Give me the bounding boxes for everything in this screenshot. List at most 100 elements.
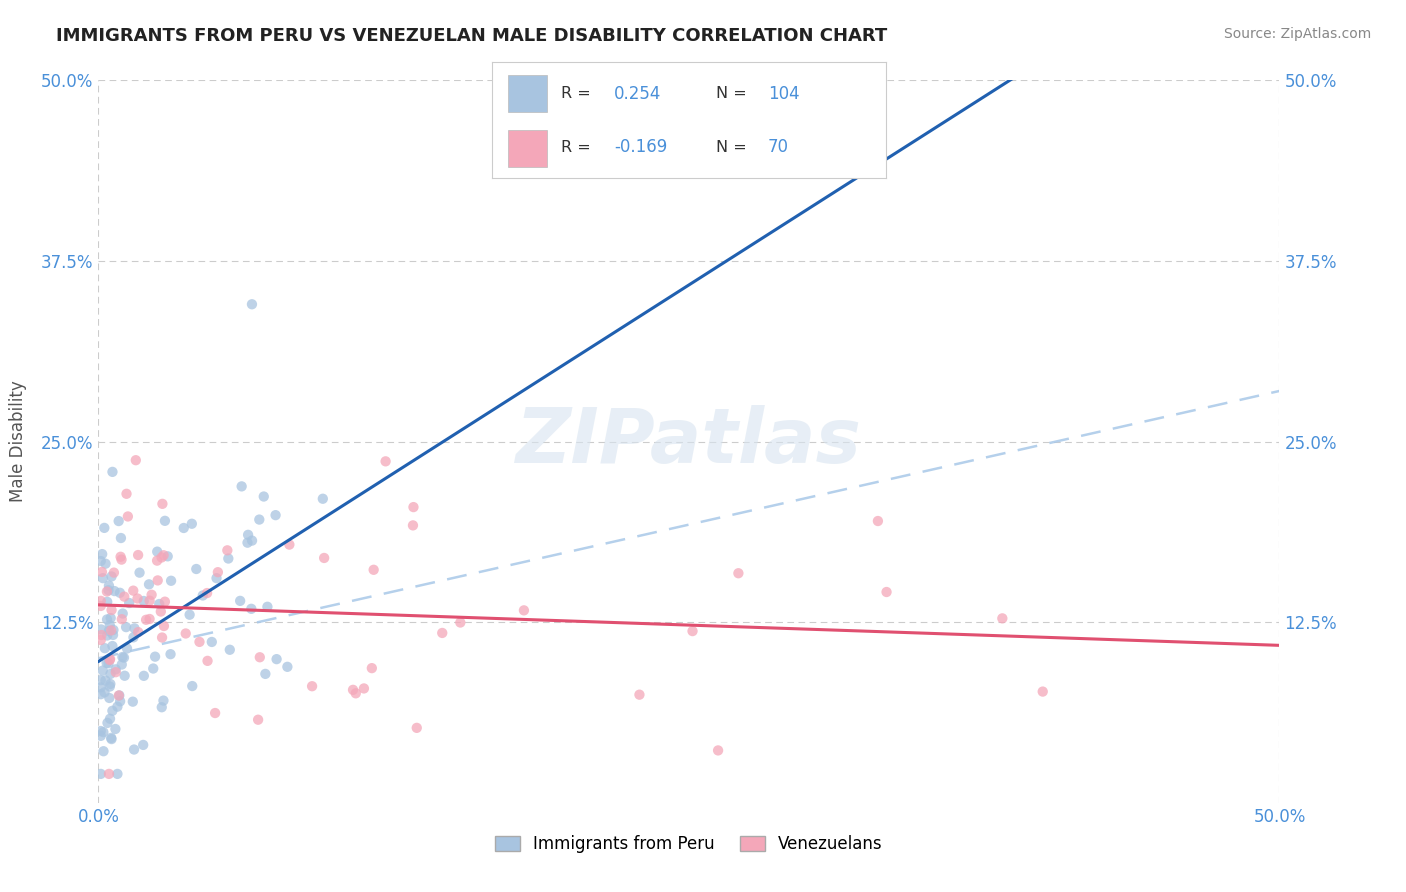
- Text: R =: R =: [561, 139, 596, 154]
- Point: [146, 544, 169, 558]
- Point: [100, 667, 122, 681]
- Point: [201, 635, 224, 649]
- Text: N =: N =: [717, 139, 752, 154]
- Point: [122, 583, 145, 598]
- Point: [90, 724, 112, 739]
- Point: [110, 549, 132, 564]
- Text: -0.169: -0.169: [614, 138, 668, 156]
- Point: [107, 699, 129, 714]
- Point: [118, 596, 141, 610]
- Y-axis label: Male Disability: Male Disability: [8, 381, 27, 502]
- Point: [122, 631, 145, 645]
- Text: 0.254: 0.254: [614, 85, 661, 103]
- Point: [111, 607, 134, 621]
- Point: [114, 669, 136, 683]
- Point: [90, 632, 112, 647]
- Point: [181, 679, 204, 693]
- Point: [150, 700, 173, 714]
- Text: ZIPatlas: ZIPatlas: [516, 405, 862, 478]
- Point: [91, 571, 114, 585]
- Point: [148, 597, 170, 611]
- Point: [353, 681, 375, 696]
- Point: [132, 669, 155, 683]
- Point: [117, 509, 139, 524]
- Point: [360, 661, 382, 675]
- Point: [159, 647, 181, 661]
- Point: [247, 512, 270, 526]
- Point: [204, 706, 226, 720]
- Point: [110, 552, 132, 566]
- Point: [90, 623, 112, 637]
- Text: 70: 70: [768, 138, 789, 156]
- Point: [128, 566, 150, 580]
- Point: [236, 528, 259, 542]
- Point: [107, 514, 129, 528]
- Point: [90, 565, 112, 579]
- Point: [150, 550, 173, 565]
- Point: [100, 624, 122, 638]
- Point: [98, 680, 121, 694]
- Point: [125, 453, 148, 467]
- Point: [108, 586, 131, 600]
- Point: [153, 619, 176, 633]
- Point: [207, 565, 229, 579]
- Point: [278, 538, 301, 552]
- Point: [127, 625, 149, 640]
- Point: [101, 704, 124, 718]
- Point: [240, 297, 263, 311]
- Point: [91, 547, 114, 561]
- Point: [276, 660, 298, 674]
- Text: IMMIGRANTS FROM PERU VS VENEZUELAN MALE DISABILITY CORRELATION CHART: IMMIGRANTS FROM PERU VS VENEZUELAN MALE …: [56, 27, 887, 45]
- Point: [254, 666, 277, 681]
- Point: [96, 715, 118, 730]
- Point: [342, 682, 364, 697]
- Point: [138, 577, 160, 591]
- Point: [152, 548, 174, 562]
- Point: [110, 531, 132, 545]
- Point: [91, 664, 114, 678]
- Point: [707, 743, 730, 757]
- Text: R =: R =: [561, 87, 596, 102]
- Point: [90, 687, 112, 701]
- Point: [90, 681, 112, 695]
- Point: [727, 566, 749, 581]
- Point: [93, 725, 115, 739]
- Point: [314, 551, 336, 566]
- Point: [98, 653, 121, 667]
- Point: [90, 554, 112, 568]
- Point: [405, 721, 427, 735]
- Point: [173, 521, 195, 535]
- Point: [90, 628, 112, 642]
- Point: [149, 605, 172, 619]
- Point: [115, 641, 138, 656]
- Point: [90, 729, 112, 743]
- Point: [127, 548, 149, 562]
- Point: [628, 688, 651, 702]
- Point: [127, 591, 149, 606]
- Point: [100, 603, 122, 617]
- Point: [866, 514, 889, 528]
- Point: [101, 465, 124, 479]
- Point: [186, 562, 208, 576]
- Point: [513, 603, 536, 617]
- Point: [197, 654, 219, 668]
- Point: [103, 623, 125, 637]
- Point: [402, 500, 425, 515]
- Point: [179, 607, 201, 622]
- Point: [188, 635, 211, 649]
- Text: Source: ZipAtlas.com: Source: ZipAtlas.com: [1223, 27, 1371, 41]
- Point: [90, 599, 112, 613]
- Point: [98, 652, 121, 666]
- Point: [180, 516, 202, 531]
- Point: [141, 588, 163, 602]
- Point: [96, 656, 118, 670]
- Point: [191, 589, 214, 603]
- Point: [97, 657, 120, 671]
- Point: [344, 686, 367, 700]
- Point: [264, 508, 287, 523]
- Point: [108, 689, 131, 703]
- Point: [101, 628, 124, 642]
- Point: [98, 712, 121, 726]
- Point: [93, 685, 115, 699]
- Point: [217, 543, 239, 558]
